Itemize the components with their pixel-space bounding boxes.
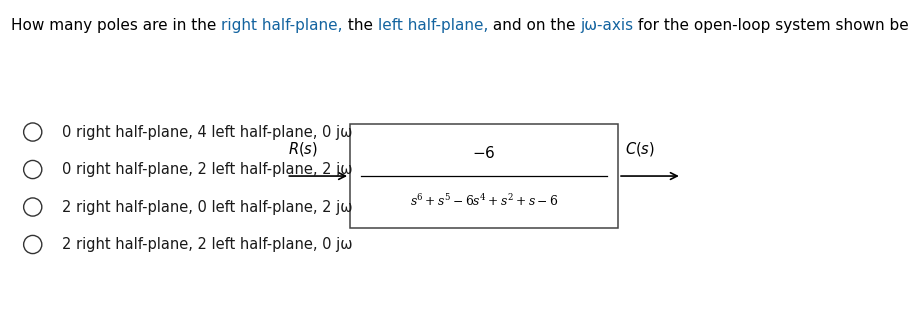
Text: $C(s)$: $C(s)$ <box>625 140 655 158</box>
Text: 0 right half-plane, 2 left half-plane, 2 jω: 0 right half-plane, 2 left half-plane, 2… <box>62 162 353 177</box>
Bar <box>350 124 618 228</box>
Text: $s^6+s^5-6s^4+s^2+s-6$: $s^6+s^5-6s^4+s^2+s-6$ <box>410 193 558 209</box>
Text: left half-plane,: left half-plane, <box>377 18 488 33</box>
Text: $-6$: $-6$ <box>473 145 495 161</box>
Text: 2 right half-plane, 0 left half-plane, 2 jω: 2 right half-plane, 0 left half-plane, 2… <box>62 200 353 215</box>
Text: the: the <box>343 18 377 33</box>
Text: How many poles are in the: How many poles are in the <box>11 18 221 33</box>
Text: for the open-loop system shown below?: for the open-loop system shown below? <box>634 18 909 33</box>
Text: and on the: and on the <box>488 18 580 33</box>
Text: right half-plane,: right half-plane, <box>221 18 343 33</box>
Text: 0 right half-plane, 4 left half-plane, 0 jω: 0 right half-plane, 4 left half-plane, 0… <box>62 125 352 140</box>
Text: 2 right half-plane, 2 left half-plane, 0 jω: 2 right half-plane, 2 left half-plane, 0… <box>62 237 353 252</box>
Text: $R(s)$: $R(s)$ <box>288 140 318 158</box>
Text: jω-axis: jω-axis <box>580 18 634 33</box>
